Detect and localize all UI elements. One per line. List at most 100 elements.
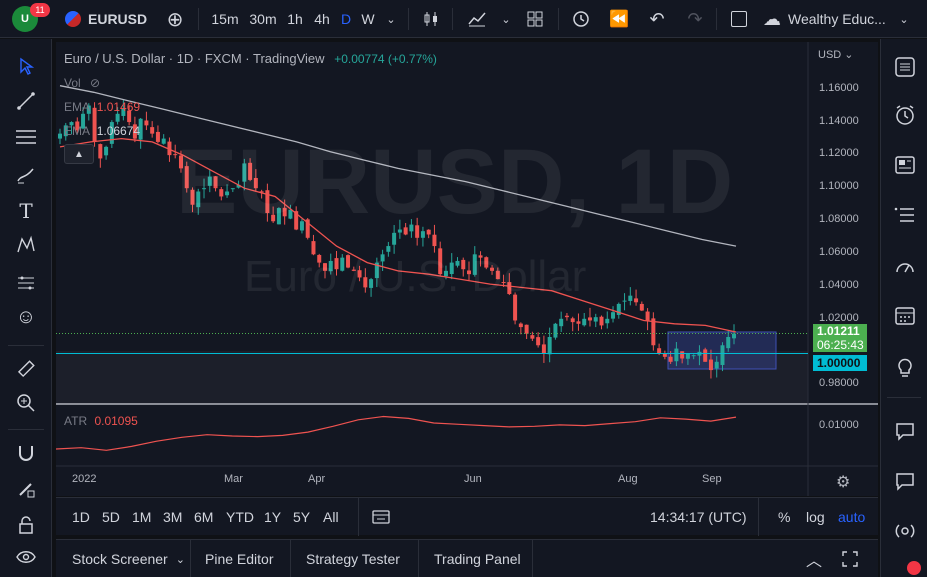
candle-body [69,122,74,126]
ruler-icon[interactable] [10,353,42,385]
range-all[interactable]: All [323,509,339,525]
layout-dropdown-chevron-icon[interactable]: ⌄ [899,13,909,26]
range-ytd[interactable]: YTD [226,509,254,525]
log-scale-toggle[interactable]: log [806,509,825,525]
chart-settings-gear-icon[interactable]: ⚙ [836,474,851,491]
range-5d[interactable]: 5D [102,509,120,525]
price-pane-bg [56,42,808,404]
candle-body [322,263,327,271]
tab-stock-screener[interactable]: Stock Screener ⌄ [72,540,185,577]
cursor-icon[interactable] [10,50,42,82]
layout-name-button[interactable]: Wealthy Educ... [788,11,886,27]
replay-icon[interactable]: ⏪ [609,11,629,28]
candle-body [248,162,253,180]
candle-body [236,184,241,188]
range-6m[interactable]: 6M [194,509,214,525]
candle-body [81,113,86,129]
candle-body [685,353,690,359]
date-range-bar: 1D 5D 1M 3M 6M YTD 1Y 5Y All 14:34:17 (U… [56,497,878,536]
zoom-in-icon[interactable] [10,387,42,419]
help-icon[interactable] [901,559,927,575]
vol-legend[interactable]: Vol ⊘ [64,76,100,90]
auto-scale-toggle[interactable]: auto [838,509,866,525]
maximize-panel-icon[interactable] [842,540,858,577]
chart-pane[interactable]: EURUSD, 1D Euro / U.S. Dollar Euro / U.S… [56,42,878,496]
candle-body [334,258,339,270]
range-3m[interactable]: 3M [163,509,183,525]
interval-dropdown-chevron-icon[interactable]: ⌄ [386,13,396,26]
price-tick: 1.04000 [819,279,859,291]
candle-body [127,110,132,123]
collapse-legend-button[interactable]: ▲ [64,144,94,164]
go-to-date-icon[interactable] [372,498,390,536]
eye-icon[interactable] [10,541,42,573]
candle-body [703,349,708,362]
lock-drawing-pencil-icon[interactable] [10,473,42,505]
undo-icon[interactable]: ↶ [649,8,665,29]
candle-body [178,155,183,169]
chat-icon[interactable] [889,415,921,447]
candle-body [282,207,287,217]
symbol-legend[interactable]: Euro / U.S. Dollar · 1D · FXCM · Trading… [64,51,437,66]
candle-body [616,303,621,315]
redo-icon[interactable]: ↷ [687,8,703,29]
chart-type-candles-icon[interactable] [418,0,444,38]
price-chart-svg[interactable] [56,42,878,496]
text-tool-icon[interactable]: T [19,199,33,223]
pattern-icon[interactable] [10,229,42,261]
tab-strategy-tester[interactable]: Strategy Tester [306,551,400,567]
watchlist-icon[interactable] [889,51,921,83]
trend-line-icon[interactable] [10,85,42,117]
range-5y[interactable]: 5Y [293,509,311,525]
calendar-icon[interactable] [889,299,921,331]
atr-legend[interactable]: ATR 0.01095 [64,414,138,428]
alarm-clock-icon[interactable] [889,99,921,131]
utc-clock[interactable]: 14:34:17 (UTC) [650,509,747,525]
compare-add-icon[interactable]: ⊕ [166,8,184,31]
indicators-icon[interactable] [464,0,490,38]
atr-tick: 0.01000 [819,419,859,431]
tab-trading-panel[interactable]: Trading Panel [434,551,521,567]
emoji-icon[interactable]: ☺ [15,305,37,328]
messages-icon[interactable] [889,465,921,497]
fullscreen-square-icon[interactable] [726,0,752,38]
range-1y[interactable]: 1Y [264,509,282,525]
brush-icon[interactable] [10,159,42,191]
prediction-icon[interactable] [10,267,42,299]
streams-icon[interactable] [889,515,921,547]
candle-body [167,141,172,156]
interval-30m[interactable]: 30m [249,11,277,27]
fib-lines-icon[interactable] [10,121,42,153]
ideas-lightbulb-icon[interactable] [889,351,921,383]
candle-body [530,335,535,339]
interval-d[interactable]: D [340,11,352,27]
hide-eye-icon[interactable]: ⊘ [90,76,101,90]
interval-4h[interactable]: 4h [314,11,330,27]
interval-15m[interactable]: 15m [211,11,239,27]
lock-icon[interactable] [10,509,42,541]
tab-pine-editor[interactable]: Pine Editor [205,551,274,567]
candle-body [461,259,466,270]
interval-w[interactable]: W [361,11,375,27]
range-1m[interactable]: 1M [132,509,152,525]
candle-body [144,120,149,126]
magnet-icon[interactable] [10,437,42,469]
collapse-panel-chevron-icon[interactable]: ︿ [806,553,823,570]
cloud-icon[interactable]: ☁ [763,8,781,29]
symbol-search-button[interactable]: EURUSD [88,11,148,27]
screener-list-icon[interactable] [889,199,921,231]
range-1d[interactable]: 1D [72,509,90,525]
ema-fast-legend[interactable]: EMA 1.01469 [64,100,140,114]
currency-selector[interactable]: USD ⌄ [818,48,854,61]
percent-scale-toggle[interactable]: % [778,509,791,525]
candle-body [202,188,207,190]
indicators-dropdown-chevron-icon[interactable]: ⌄ [501,13,511,26]
interval-1h[interactable]: 1h [287,11,303,27]
templates-grid-icon[interactable] [522,0,548,38]
candle-body [443,270,448,277]
alert-clock-icon[interactable] [568,0,594,38]
candle-body [478,255,483,258]
performance-gauge-icon[interactable] [889,251,921,283]
news-icon[interactable] [889,149,921,181]
ema-slow-legend[interactable]: EMA 1.06674 [64,124,140,138]
